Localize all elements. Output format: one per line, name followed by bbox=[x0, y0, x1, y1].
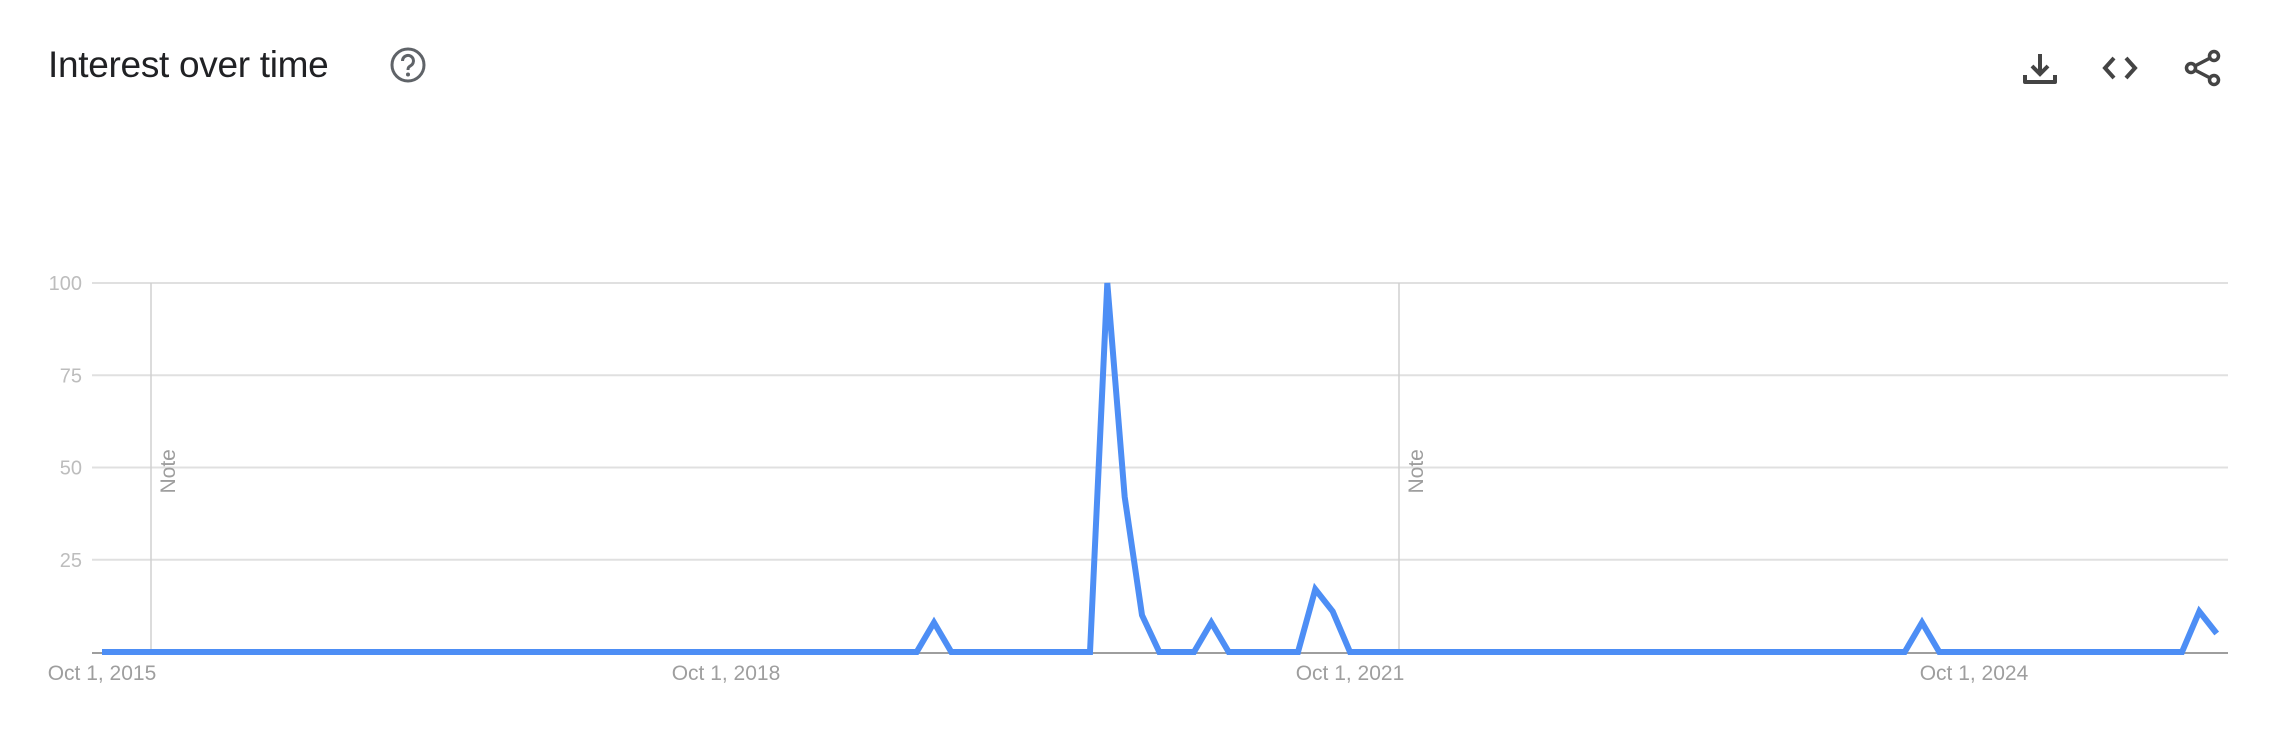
share-icon[interactable] bbox=[2183, 48, 2223, 88]
x-tick-label: Oct 1, 2018 bbox=[672, 662, 781, 685]
note-annotation: Note bbox=[157, 449, 180, 493]
download-icon[interactable] bbox=[2020, 48, 2060, 88]
x-tick-label: Oct 1, 2015 bbox=[48, 662, 157, 685]
series-line bbox=[102, 282, 2220, 655]
x-tick-label: Oct 1, 2021 bbox=[1296, 662, 1405, 685]
y-tick-label: 25 bbox=[60, 550, 82, 572]
embed-code-icon[interactable] bbox=[2100, 48, 2140, 88]
note-annotation: Note bbox=[1405, 449, 1428, 493]
y-tick-label: 75 bbox=[60, 365, 82, 387]
help-icon[interactable] bbox=[389, 46, 427, 84]
chart-title: Interest over time bbox=[48, 44, 329, 85]
y-tick-label: 50 bbox=[60, 458, 82, 480]
y-tick-label: 100 bbox=[49, 273, 82, 295]
x-tick-label: Oct 1, 2024 bbox=[1920, 662, 2029, 685]
